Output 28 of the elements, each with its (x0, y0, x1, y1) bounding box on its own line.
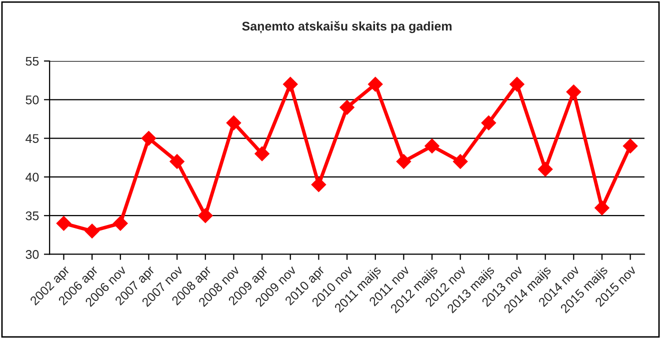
y-tick-label: 30 (26, 250, 39, 259)
point (510, 76, 524, 92)
point (424, 138, 440, 154)
point (141, 130, 156, 146)
point (566, 84, 582, 100)
point (481, 115, 496, 130)
point (170, 154, 184, 169)
point (113, 216, 128, 231)
y-tick-label: 55 (26, 56, 39, 66)
point (311, 177, 326, 192)
point (340, 100, 354, 115)
y-tick-label: 35 (26, 211, 39, 220)
point (368, 76, 383, 92)
y-tick-label: 40 (26, 172, 39, 182)
point (56, 216, 72, 231)
point (254, 146, 270, 162)
point (198, 208, 213, 223)
chart-title: Saņemto atskaišu skaits pa gadiem (242, 21, 452, 34)
point (452, 154, 468, 169)
point (84, 224, 100, 238)
point (396, 154, 412, 169)
point (622, 138, 638, 154)
point (538, 162, 553, 177)
point (282, 76, 298, 92)
y-tick-label: 50 (26, 95, 39, 104)
point (594, 200, 610, 216)
point (226, 115, 242, 130)
y-tick-label: 45 (26, 134, 39, 143)
